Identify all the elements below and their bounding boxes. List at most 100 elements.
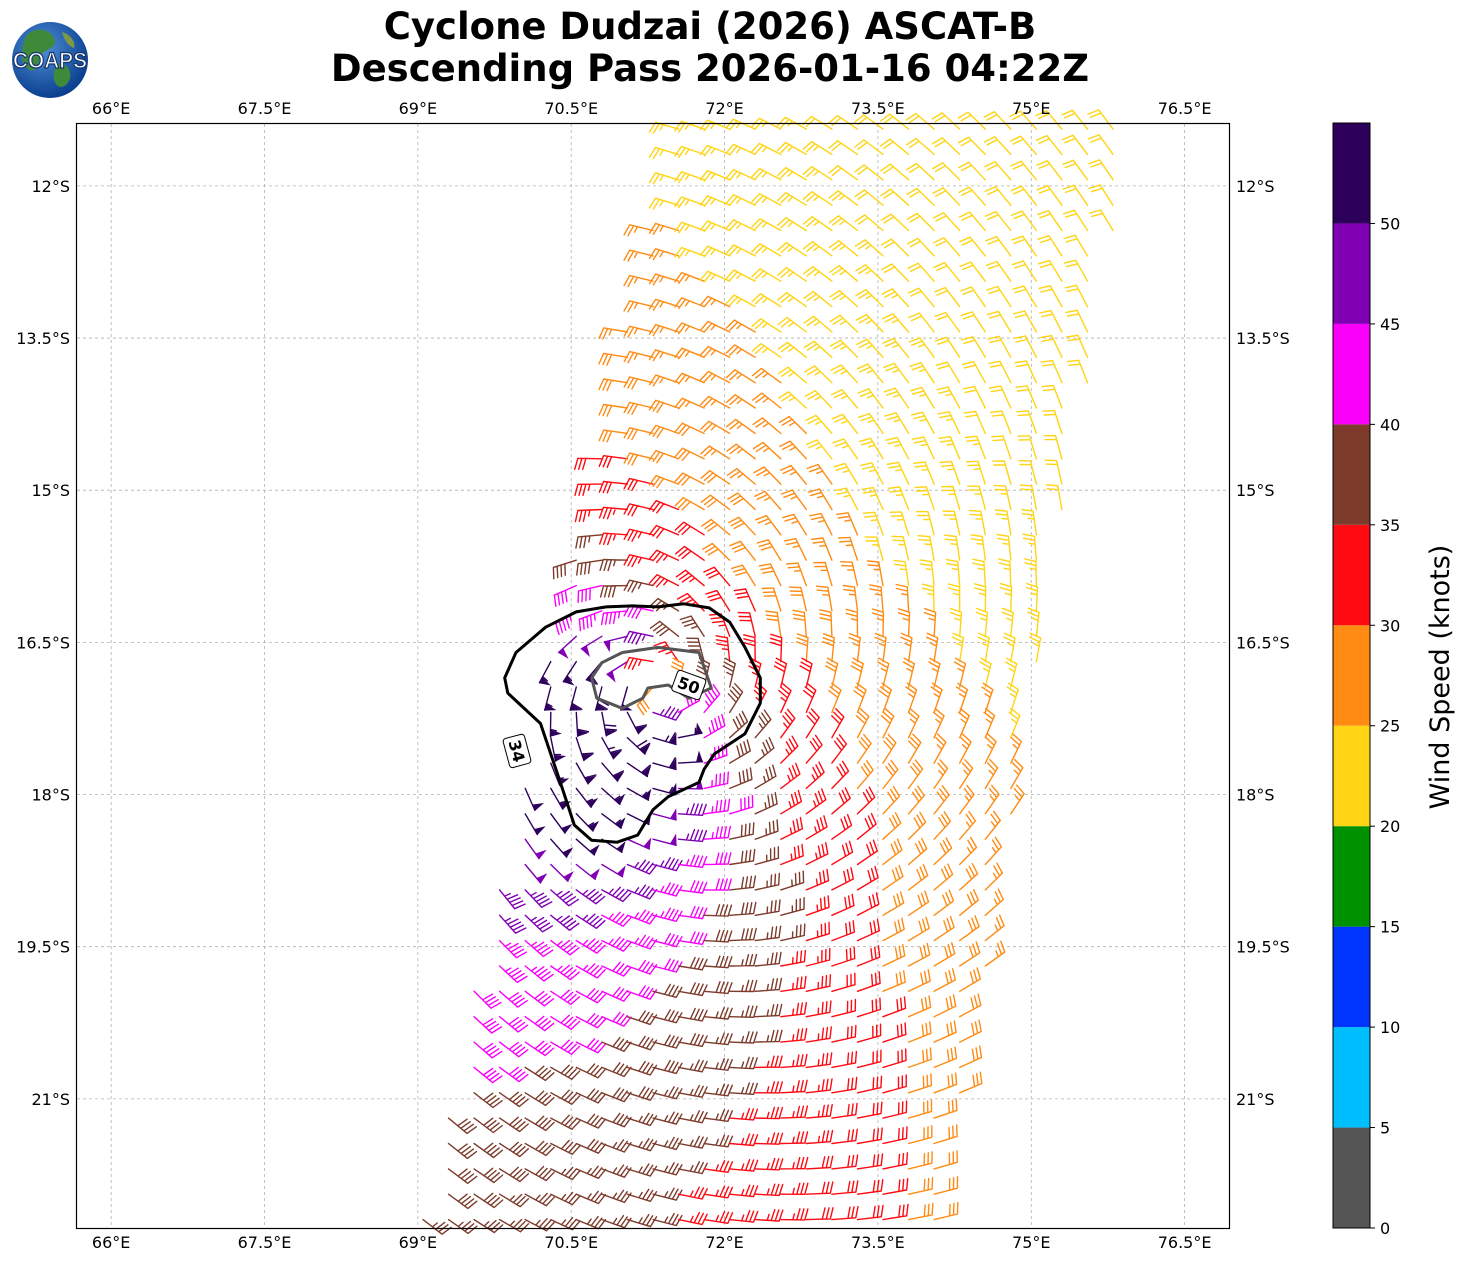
wind-barb xyxy=(498,990,528,1008)
wind-barb xyxy=(983,136,1012,156)
wind-barb xyxy=(907,1125,933,1145)
wind-barb xyxy=(805,414,833,435)
wind-barb xyxy=(842,584,859,612)
wind-barb xyxy=(648,146,680,160)
wind-barb xyxy=(963,410,986,435)
colorbar-bin xyxy=(1333,524,1370,626)
wind-barb xyxy=(652,1187,683,1201)
wind-barb xyxy=(1062,159,1089,181)
wind-barb xyxy=(652,1212,683,1227)
wind-barb xyxy=(674,447,705,461)
wind-barb xyxy=(623,350,654,364)
wind-barb xyxy=(856,1179,884,1195)
wind-barb xyxy=(498,1091,529,1108)
wind-barb xyxy=(802,140,833,156)
wind-barb xyxy=(882,1178,909,1195)
wind-barb xyxy=(623,224,654,237)
wind-barb xyxy=(699,370,731,384)
wind-barb xyxy=(1061,134,1089,156)
wind-barb xyxy=(850,657,864,688)
wind-barb xyxy=(677,982,708,997)
wind-barb-flag xyxy=(643,837,652,850)
wind-barb xyxy=(854,214,884,232)
wind-barb xyxy=(1013,335,1038,358)
wind-barb xyxy=(877,657,890,688)
wind-barb xyxy=(886,461,910,485)
contour-50kt xyxy=(590,645,713,710)
wind-barb xyxy=(909,362,935,384)
wind-barb xyxy=(907,1202,934,1221)
y-tick-label-left: 19.5°S xyxy=(16,938,70,957)
colorbar-frame xyxy=(1332,122,1371,1229)
wind-barb xyxy=(1087,134,1114,156)
wind-barb xyxy=(473,990,502,1009)
wind-barb xyxy=(777,341,807,358)
y-tick-label-right: 12°S xyxy=(1236,177,1275,196)
wind-barb xyxy=(623,452,654,466)
wind-barb xyxy=(754,899,781,916)
wind-barb xyxy=(831,413,859,435)
wind-barb xyxy=(626,960,658,975)
wind-barb xyxy=(777,316,807,333)
wind-barb xyxy=(831,1050,858,1069)
wind-barb xyxy=(861,486,884,511)
wind-barb xyxy=(498,1218,530,1233)
wind-barb xyxy=(856,997,882,1018)
wind-barb xyxy=(829,265,859,282)
wind-barb xyxy=(623,630,654,645)
wind-barb xyxy=(831,760,850,790)
wind-barb xyxy=(1065,309,1089,333)
wind-barb xyxy=(828,240,859,257)
wind-barb-flag xyxy=(586,797,599,808)
wind-barb xyxy=(960,311,986,333)
wind-barb xyxy=(726,443,756,460)
wind-barb-flag xyxy=(615,817,626,829)
wind-barb xyxy=(652,1034,683,1049)
wind-barb xyxy=(854,189,884,206)
wind-barb xyxy=(907,287,935,308)
wind-barb xyxy=(623,477,654,492)
wind-barb xyxy=(699,170,731,182)
wind-barb xyxy=(910,411,935,435)
wind-barb xyxy=(831,1180,859,1195)
wind-barb xyxy=(831,840,854,866)
wind-barb xyxy=(729,979,758,993)
wind-barb xyxy=(498,939,528,959)
wind-barb xyxy=(623,427,654,441)
wind-barb xyxy=(985,260,1012,282)
wind-barb xyxy=(802,115,833,130)
wind-barb xyxy=(1064,284,1089,308)
wind-barb-flag xyxy=(610,750,623,760)
wind-barb xyxy=(754,977,783,992)
wind-barb xyxy=(550,1191,581,1206)
wind-barb xyxy=(703,981,733,995)
wind-barb xyxy=(984,186,1012,206)
wind-barb xyxy=(1039,309,1063,333)
wind-barb xyxy=(913,461,935,485)
wind-barb xyxy=(907,969,931,992)
wind-barb xyxy=(805,1207,834,1221)
wind-barb xyxy=(805,974,832,992)
wind-barb xyxy=(936,386,961,409)
wind-barb-flag xyxy=(533,826,546,836)
wind-barb xyxy=(970,534,986,561)
wind-barb xyxy=(804,365,833,384)
wind-barb xyxy=(575,1088,607,1104)
wind-barb xyxy=(959,941,981,967)
wind-barb xyxy=(725,344,756,358)
wind-barb xyxy=(648,323,680,337)
wind-barb xyxy=(730,564,756,587)
wind-barb xyxy=(959,915,980,942)
wind-barb xyxy=(703,1160,734,1173)
wind-barb xyxy=(1018,460,1038,485)
wind-barb xyxy=(754,819,779,840)
wind-barb xyxy=(677,803,707,816)
wind-barb xyxy=(553,584,577,607)
wind-barb xyxy=(854,239,884,257)
wind-barb xyxy=(856,1127,883,1145)
wind-barb xyxy=(754,1106,784,1120)
wind-barb xyxy=(648,424,680,439)
wind-barb xyxy=(883,387,910,409)
wind-barb xyxy=(882,970,906,992)
wind-barb xyxy=(933,968,956,992)
